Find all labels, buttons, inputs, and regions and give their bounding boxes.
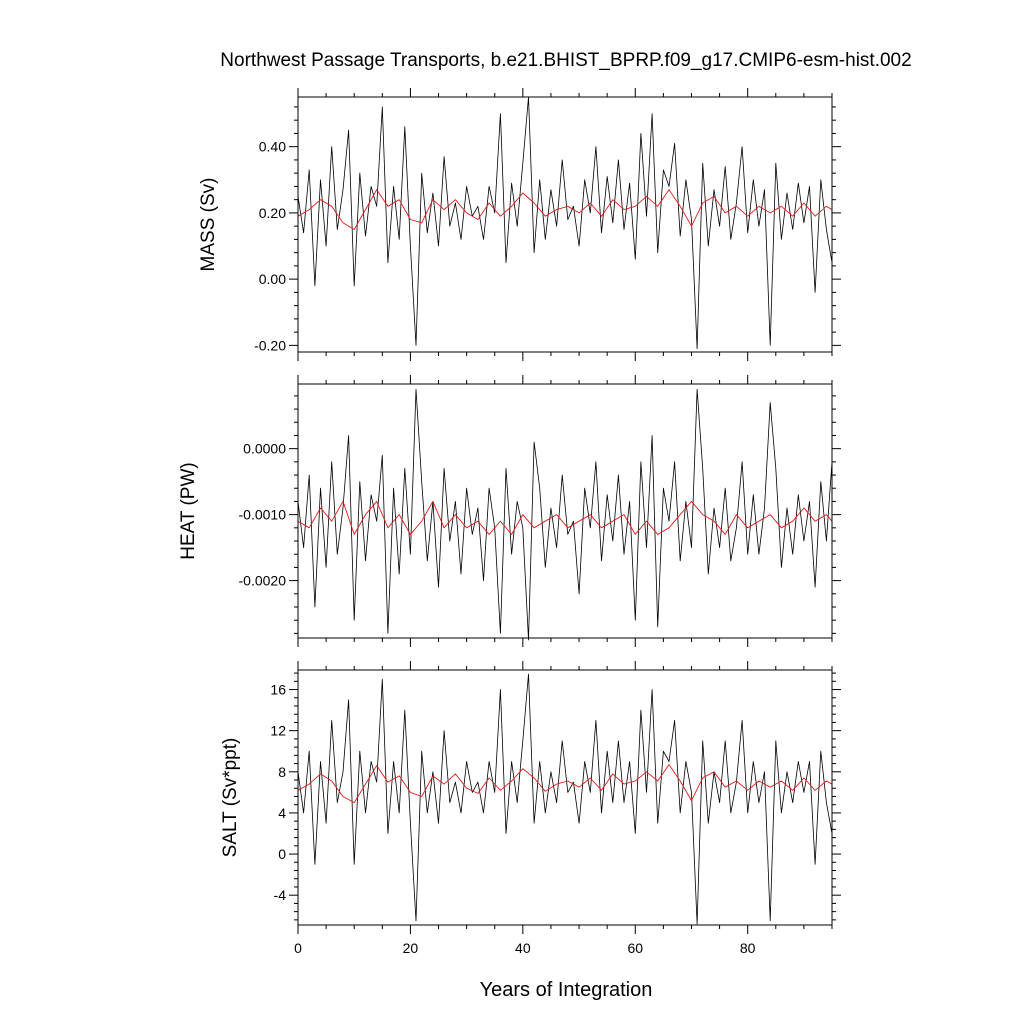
x-tick-label: 60 — [627, 940, 643, 956]
mass-plot-frame — [297, 96, 833, 353]
mass-smoothed-line — [297, 189, 833, 230]
panel-mass: -0.20 0.00 0.20 0.40 MASS (Sv) — [198, 88, 841, 361]
mass-y-tick-label: 0.00 — [259, 271, 286, 287]
salt-y-tick-label: -4 — [274, 887, 287, 903]
x-tick-label: 40 — [515, 940, 531, 956]
heat-monthly-line — [297, 388, 833, 641]
mass-y-tick-label: 0.20 — [259, 205, 286, 221]
heat-ylabel: HEAT (PW) — [178, 462, 199, 559]
x-tick-label: 80 — [740, 940, 756, 956]
salt-y-tick-label: 0 — [278, 846, 286, 862]
chart-title: Northwest Passage Transports, b.e21.BHIS… — [220, 50, 911, 71]
mass-ylabel: MASS (Sv) — [198, 178, 219, 272]
panel-salt: -4 0 4 8 12 16 0 20 40 60 80 SALT (Sv*ppt) — [220, 661, 841, 956]
heat-y-tick-label: -0.0020 — [239, 573, 287, 589]
mass-ticks-layer: -0.20 0.00 0.20 0.40 — [254, 88, 841, 361]
salt-y-tick-label: 8 — [278, 764, 286, 780]
x-axis-label: Years of Integration — [480, 979, 653, 1001]
heat-plot-frame — [297, 383, 833, 639]
salt-monthly-line — [297, 673, 833, 925]
mass-monthly-line — [297, 96, 833, 350]
heat-smoothed-line — [297, 500, 833, 535]
mass-series-layer — [297, 96, 833, 350]
heat-ticks-layer: -0.0020 -0.0010 0.0000 — [239, 375, 841, 647]
salt-y-tick-label: 12 — [270, 723, 286, 739]
mass-y-tick-label: 0.40 — [259, 139, 286, 155]
x-tick-label: 0 — [294, 940, 302, 956]
salt-series-layer — [297, 673, 833, 925]
salt-ticks-layer: -4 0 4 8 12 16 0 20 40 60 80 — [270, 661, 841, 956]
heat-series-layer — [297, 388, 833, 641]
panel-heat: -0.0020 -0.0010 0.0000 HEAT (PW) — [178, 375, 841, 647]
mass-y-tick-label: -0.20 — [254, 337, 286, 353]
salt-y-tick-label: 4 — [278, 805, 286, 821]
heat-y-tick-label: -0.0010 — [239, 507, 287, 523]
heat-y-tick-label: 0.0000 — [243, 441, 286, 457]
salt-smoothed-line — [297, 764, 833, 804]
salt-plot-frame — [297, 669, 833, 926]
salt-y-tick-label: 16 — [270, 682, 286, 698]
salt-ylabel: SALT (Sv*ppt) — [220, 738, 241, 858]
x-tick-label: 20 — [403, 940, 419, 956]
